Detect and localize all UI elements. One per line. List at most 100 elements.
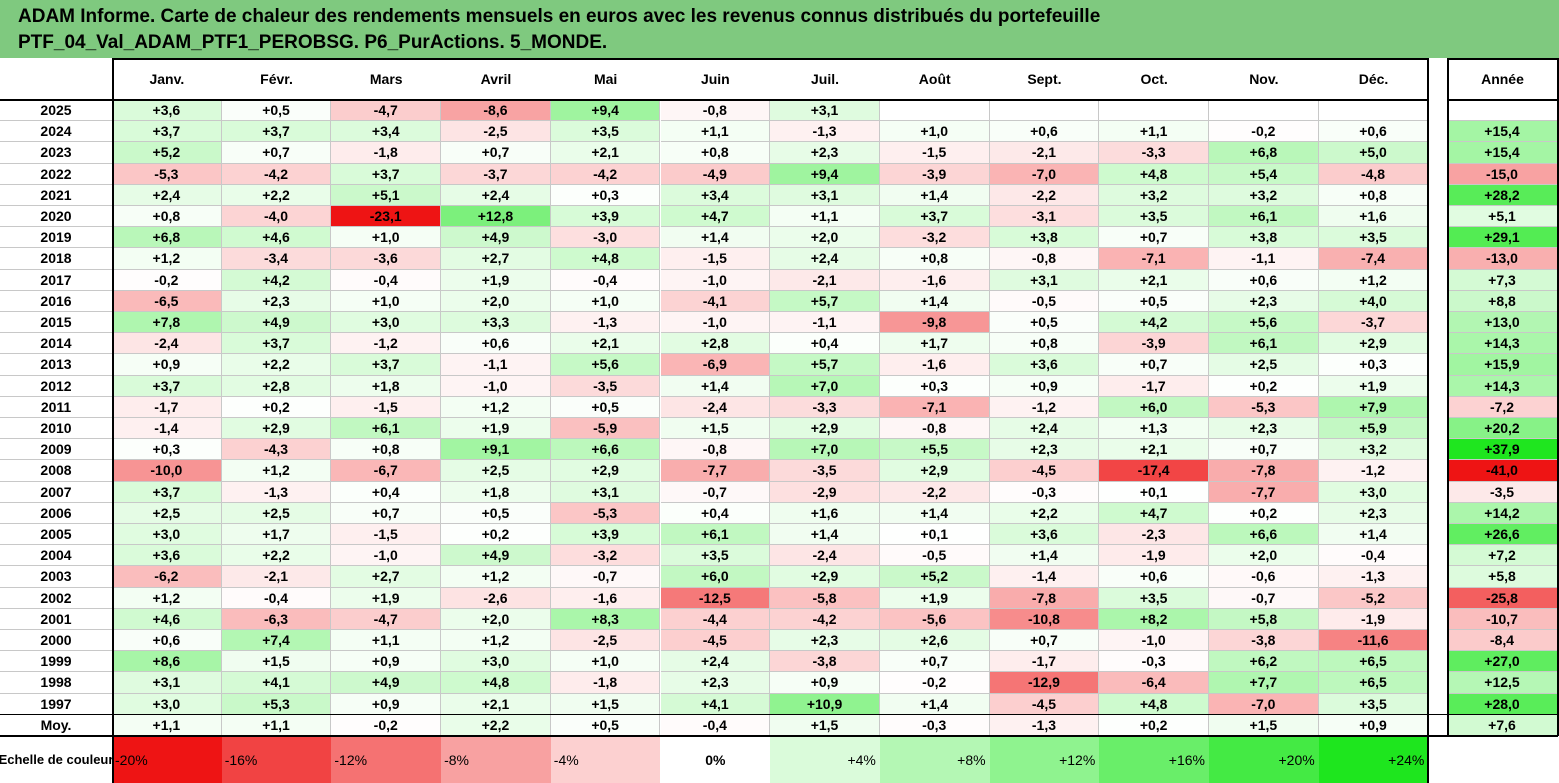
heatmap-cell: -0,7 [660,481,771,503]
row-label: 2023 [0,142,112,164]
heatmap-cell: +3,0 [112,524,222,546]
heatmap-cell: -11,6 [1318,630,1429,652]
heatmap-cell: +4,7 [1099,502,1209,524]
annual-header-separator [1447,99,1558,101]
heatmap-cell: +4,1 [660,693,771,715]
heatmap-cell: +0,5 [550,714,661,736]
heatmap-cell: -2,4 [660,396,771,418]
heatmap-cell: +0,3 [879,375,990,397]
heatmap-cell: +1,7 [221,524,332,546]
heatmap-cell: +2,5 [221,502,332,524]
table-top-border [112,58,1429,60]
annual-cell: -25,8 [1447,587,1558,609]
header-separator [0,99,1429,101]
annual-cell: +28,0 [1447,693,1558,715]
heatmap-cell: +3,9 [550,206,661,228]
heatmap-cell: -3,3 [1099,142,1209,164]
heatmap-cell: -3,4 [221,248,332,270]
heatmap-cell: +1,9 [331,587,442,609]
row-label: 2006 [0,503,112,524]
heatmap-cell: +2,9 [550,460,661,482]
heatmap-cell: +4,9 [331,672,442,694]
heatmap-cell: +3,7 [112,481,222,503]
scale-cell: +8% [879,736,990,783]
annual-cell: +26,6 [1447,524,1558,546]
annual-cell: +28,2 [1447,184,1558,206]
heatmap-cell: -1,3 [550,312,661,334]
heatmap-cell: -0,4 [221,587,332,609]
column-header: Mars [369,71,403,87]
column-header: Nov. [1249,71,1279,87]
heatmap-cell: -1,3 [989,714,1100,736]
heatmap-cell: +1,9 [879,587,990,609]
heatmap-cell: +1,4 [879,290,990,312]
annual-cell [1447,100,1558,122]
heatmap-cell: -4,1 [660,290,771,312]
heatmap-cell: +1,0 [550,651,661,673]
heatmap-cell: -2,1 [221,566,332,588]
heatmap-cell: -1,0 [660,269,771,291]
heatmap-cell: +3,5 [1099,587,1209,609]
heatmap-cell: +0,8 [1318,184,1429,206]
heatmap-cell: +3,7 [879,206,990,228]
annual-cell: -41,0 [1447,460,1558,482]
annual-cell: -10,7 [1447,608,1558,630]
heatmap-cell: +0,5 [1099,290,1209,312]
row-label: 2014 [0,333,112,355]
heatmap-cell: +2,9 [879,460,990,482]
heatmap-cell: +2,2 [221,354,332,376]
row-label: 2011 [0,397,112,418]
heatmap-cell: +1,3 [1099,418,1209,440]
heatmap-cell: -4,8 [1318,163,1429,185]
heatmap-cell: -2,6 [441,587,551,609]
heatmap-cell: +3,5 [1318,227,1429,249]
heatmap-cell: -0,3 [879,714,990,736]
heatmap-cell: +4,2 [1099,312,1209,334]
heatmap-cell: +2,4 [441,184,551,206]
heatmap-cell: +1,2 [221,460,332,482]
heatmap-cell: +2,7 [331,566,442,588]
heatmap-cell: +3,5 [1318,693,1429,715]
heatmap-cell: -1,0 [660,312,771,334]
heatmap-cell: -10,8 [989,608,1100,630]
heatmap-cell: -0,4 [550,269,661,291]
heatmap-cell: +3,2 [1318,439,1429,461]
column-header: Mai [593,71,618,87]
heatmap-cell: +0,5 [989,312,1100,334]
heatmap-cell: +6,2 [1209,651,1319,673]
heatmap-cell: +4,9 [221,312,332,334]
heatmap-cell: -23,1 [331,206,442,228]
heatmap-cell: -3,0 [550,227,661,249]
heatmap-cell: +0,7 [1099,227,1209,249]
row-label: 2002 [0,588,112,609]
heatmap-cell: +3,7 [221,121,332,143]
heatmap-cell: +2,2 [441,714,551,736]
row-label: 1997 [0,694,112,715]
heatmap-cell: +0,5 [550,396,661,418]
row-label: Moy. [0,715,112,736]
heatmap-cell: +3,7 [112,375,222,397]
column-header: Janv. [149,71,185,87]
heatmap-cell: +4,8 [441,672,551,694]
heatmap-cell [1209,100,1319,122]
heatmap-cell: +2,9 [221,418,332,440]
heatmap-cell: +8,6 [112,651,222,673]
heatmap-cell: -4,4 [660,608,771,630]
heatmap-cell: -1,7 [112,396,222,418]
heatmap-cell: +4,6 [112,608,222,630]
heatmap-cell: -9,8 [879,312,990,334]
heatmap-cell: -7,8 [1209,460,1319,482]
heatmap-cell: +0,3 [112,439,222,461]
heatmap-cell: +2,5 [441,460,551,482]
heatmap-cell: -3,3 [770,396,880,418]
heatmap-cell: +0,9 [1318,714,1429,736]
annual-right-border [1557,58,1559,736]
heatmap-cell: +6,1 [660,524,771,546]
heatmap-cell: -0,8 [660,439,771,461]
scale-cell: -16% [221,736,332,783]
heatmap-cell: +1,4 [660,375,771,397]
heatmap-cell: +0,2 [441,524,551,546]
heatmap-cell: -2,1 [989,142,1100,164]
row-label: 2013 [0,354,112,376]
heatmap-cell: -5,9 [550,418,661,440]
